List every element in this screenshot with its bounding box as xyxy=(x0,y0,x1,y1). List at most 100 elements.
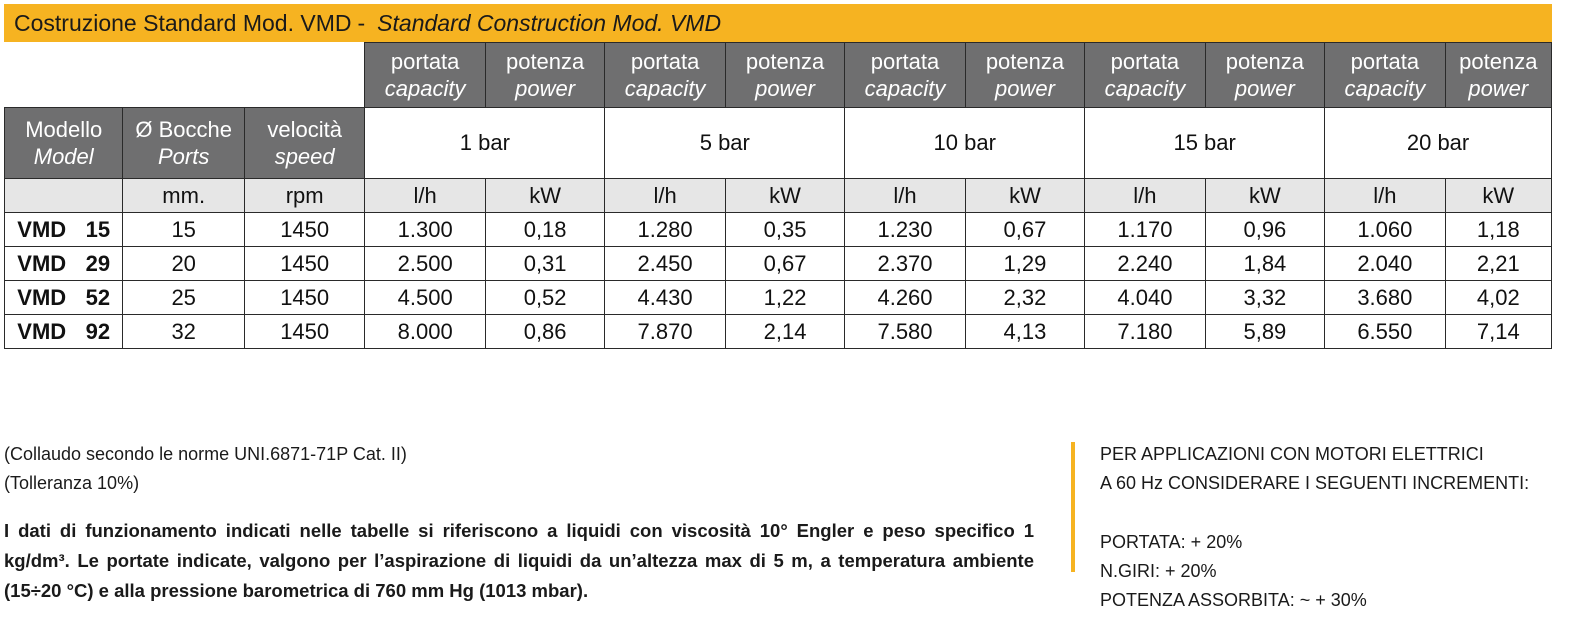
capacity-cell: 3.680 xyxy=(1324,280,1446,315)
power-cell: 0,96 xyxy=(1204,212,1326,247)
col-head-power: potenza power xyxy=(1444,42,1553,108)
title-separator: - xyxy=(357,9,366,36)
title-italian: Costruzione Standard Mod. VMD xyxy=(14,9,352,36)
model-cell: VMD 92 xyxy=(3,314,124,349)
col-head-capacity: portata capacity xyxy=(604,42,726,108)
power-cell: 0,86 xyxy=(484,314,606,349)
capacity-increment: PORTATA: + 20% xyxy=(1100,532,1243,552)
power-cell: 2,21 xyxy=(1444,246,1553,281)
col-head-power: potenza power xyxy=(484,42,606,108)
header-row-pressures: Modello Model Ø Bocche Ports velocità speed… xyxy=(3,107,1552,179)
pressure-5-bar: 5 bar xyxy=(604,107,846,179)
col-head-capacity: portata capacity xyxy=(364,42,486,108)
capacity-cell: 2.040 xyxy=(1324,246,1446,281)
table-row: VMD 92 32 1450 8.000 0,86 7.870 2,14 7.58… xyxy=(3,314,1553,349)
power-cell: 1,18 xyxy=(1444,212,1553,247)
power-cell: 1,22 xyxy=(724,280,846,315)
power-cell: 2,32 xyxy=(964,280,1086,315)
table-title: Costruzione Standard Mod. VMD - Standard… xyxy=(4,4,1552,42)
table-row: VMD 29 20 1450 2.500 0,31 2.450 0,67 2.37… xyxy=(3,246,1553,281)
unit-cell: l/h xyxy=(364,178,486,213)
capacity-cell: 2.240 xyxy=(1084,246,1206,281)
capacity-cell: 1.280 xyxy=(604,212,726,247)
capacity-cell: 4.040 xyxy=(1084,280,1206,315)
unit-cell: kW xyxy=(484,178,606,213)
power-cell: 0,35 xyxy=(724,212,846,247)
unit-cell: kW xyxy=(724,178,846,213)
unit-cell: l/h xyxy=(1324,178,1446,213)
power-cell: 2,14 xyxy=(724,314,846,349)
col-head-capacity: portata capacity xyxy=(1084,42,1206,108)
unit-cell: l/h xyxy=(844,178,966,213)
power-cell: 0,52 xyxy=(484,280,606,315)
power-cell: 5,89 xyxy=(1204,314,1326,349)
pressure-1-bar: 1 bar xyxy=(364,107,606,179)
capacity-cell: 2.500 xyxy=(364,246,486,281)
power-cell: 1,29 xyxy=(964,246,1086,281)
capacity-cell: 2.370 xyxy=(844,246,966,281)
unit-cell: kW xyxy=(964,178,1086,213)
capacity-cell: 1.300 xyxy=(364,212,486,247)
capacity-cell: 1.230 xyxy=(844,212,966,247)
unit-cell: kW xyxy=(1444,178,1553,213)
capacity-cell: 4.260 xyxy=(844,280,966,315)
header-row-capacity-power: portata capacity potenza power portata capa… xyxy=(4,42,1553,108)
unit-cell xyxy=(3,178,124,213)
power-cell: 7,14 xyxy=(1444,314,1553,349)
ports-cell: 20 xyxy=(122,246,245,281)
model-cell: VMD 52 xyxy=(3,280,124,315)
pressure-20-bar: 20 bar xyxy=(1324,107,1552,179)
table-row: VMD 15 15 1450 1.300 0,18 1.280 0,35 1.23… xyxy=(3,212,1553,247)
col-head-power: potenza power xyxy=(964,42,1086,108)
power-cell: 4,13 xyxy=(964,314,1086,349)
col-head-model: Modello Model xyxy=(3,107,124,179)
units-row: mm. rpm l/h kW l/h kW l/h kW l/h kW l/h … xyxy=(3,178,1553,213)
ports-cell: 15 xyxy=(122,212,245,247)
power-cell: 0,67 xyxy=(724,246,846,281)
power-cell: 0,31 xyxy=(484,246,606,281)
capacity-cell: 8.000 xyxy=(364,314,486,349)
unit-cell: kW xyxy=(1204,178,1326,213)
power-cell: 1,84 xyxy=(1204,246,1326,281)
power-increment: POTENZA ASSORBITA: ~ + 30% xyxy=(1100,590,1367,610)
capacity-cell: 7.580 xyxy=(844,314,966,349)
capacity-cell: 4.500 xyxy=(364,280,486,315)
capacity-cell: 6.550 xyxy=(1324,314,1446,349)
capacity-cell: 1.060 xyxy=(1324,212,1446,247)
capacity-cell: 1.170 xyxy=(1084,212,1206,247)
table-row: VMD 52 25 1450 4.500 0,52 4.430 1,22 4.26… xyxy=(3,280,1553,315)
rpm-increment: N.GIRI: + 20% xyxy=(1100,561,1217,581)
60hz-increments-note: PER APPLICAZIONI CON MOTORI ELETTRICI A … xyxy=(1100,440,1560,615)
power-cell: 0,18 xyxy=(484,212,606,247)
power-cell: 0,67 xyxy=(964,212,1086,247)
pressure-10-bar: 10 bar xyxy=(844,107,1086,179)
tolerance-note: (Tolleranza 10%) xyxy=(4,473,140,493)
60hz-heading-line2: A 60 Hz CONSIDERARE I SEGUENTI INCREMENT… xyxy=(1100,473,1530,493)
col-head-capacity: portata capacity xyxy=(844,42,966,108)
test-notes: (Collaudo secondo le norme UNI.6871-71P … xyxy=(4,440,1034,606)
ports-cell: 25 xyxy=(122,280,245,315)
unit-cell: l/h xyxy=(604,178,726,213)
capacity-cell: 7.180 xyxy=(1084,314,1206,349)
rpm-cell: 1450 xyxy=(243,314,366,349)
rpm-cell: 1450 xyxy=(243,246,366,281)
col-head-power: potenza power xyxy=(1204,42,1326,108)
capacity-cell: 4.430 xyxy=(604,280,726,315)
power-cell: 4,02 xyxy=(1444,280,1553,315)
performance-table: portata capacity potenza power portata capa… xyxy=(3,42,1553,349)
rpm-cell: 1450 xyxy=(243,212,366,247)
operating-data-paragraph: I dati di funzionamento indicati nelle t… xyxy=(4,520,1034,601)
col-head-capacity: portata capacity xyxy=(1324,42,1446,108)
header-blank xyxy=(4,42,365,108)
title-english: Standard Construction Mod. VMD xyxy=(377,9,722,36)
rpm-cell: 1450 xyxy=(243,280,366,315)
power-cell: 3,32 xyxy=(1204,280,1326,315)
capacity-cell: 7.870 xyxy=(604,314,726,349)
model-cell: VMD 15 xyxy=(3,212,124,247)
60hz-heading-line1: PER APPLICAZIONI CON MOTORI ELETTRICI xyxy=(1100,444,1484,464)
capacity-cell: 2.450 xyxy=(604,246,726,281)
unit-cell: rpm xyxy=(243,178,366,213)
col-head-power: potenza power xyxy=(724,42,846,108)
ports-cell: 32 xyxy=(122,314,245,349)
test-standard-note: (Collaudo secondo le norme UNI.6871-71P … xyxy=(4,444,407,464)
